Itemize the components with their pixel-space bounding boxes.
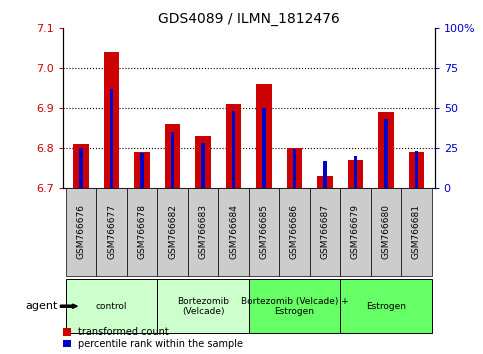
Legend: transformed count, percentile rank within the sample: transformed count, percentile rank withi…: [63, 327, 243, 349]
Bar: [354, 156, 357, 188]
Bar: [409, 152, 424, 188]
Text: agent: agent: [26, 301, 58, 311]
Text: Bortezomib
(Velcade): Bortezomib (Velcade): [177, 297, 229, 316]
Bar: [157, 279, 249, 333]
Bar: [348, 160, 363, 188]
Bar: [279, 188, 310, 276]
Text: GSM766677: GSM766677: [107, 204, 116, 259]
Bar: [317, 176, 333, 188]
Text: control: control: [96, 302, 128, 311]
Bar: [293, 149, 296, 188]
Bar: [310, 188, 340, 276]
Bar: [262, 108, 266, 188]
Bar: [196, 136, 211, 188]
Bar: [378, 112, 394, 188]
Bar: [340, 188, 370, 276]
Text: GSM766686: GSM766686: [290, 204, 299, 259]
Bar: [414, 151, 418, 188]
Bar: [165, 124, 180, 188]
Bar: [232, 111, 235, 188]
Text: GSM766676: GSM766676: [77, 204, 85, 259]
Bar: [249, 279, 340, 333]
Text: GSM766687: GSM766687: [320, 204, 329, 259]
Text: GSM766684: GSM766684: [229, 204, 238, 259]
Text: GSM766682: GSM766682: [168, 204, 177, 259]
Text: GSM766685: GSM766685: [259, 204, 269, 259]
Bar: [66, 188, 96, 276]
Bar: [79, 148, 83, 188]
Text: GSM766681: GSM766681: [412, 204, 421, 259]
Bar: [104, 52, 119, 188]
Bar: [170, 132, 174, 188]
Text: GSM766683: GSM766683: [199, 204, 208, 259]
Bar: [323, 161, 327, 188]
Text: Bortezomib (Velcade) +
Estrogen: Bortezomib (Velcade) + Estrogen: [241, 297, 348, 316]
Bar: [370, 188, 401, 276]
Bar: [110, 89, 114, 188]
Bar: [73, 144, 89, 188]
Bar: [127, 188, 157, 276]
Bar: [249, 188, 279, 276]
Bar: [140, 153, 144, 188]
Text: GSM766678: GSM766678: [138, 204, 146, 259]
Bar: [287, 148, 302, 188]
Bar: [201, 143, 205, 188]
Title: GDS4089 / ILMN_1812476: GDS4089 / ILMN_1812476: [158, 12, 340, 26]
Text: GSM766680: GSM766680: [382, 204, 390, 259]
Bar: [226, 104, 241, 188]
Bar: [384, 119, 388, 188]
Bar: [66, 279, 157, 333]
Text: GSM766679: GSM766679: [351, 204, 360, 259]
Bar: [157, 188, 188, 276]
Bar: [218, 188, 249, 276]
Bar: [401, 188, 432, 276]
Bar: [96, 188, 127, 276]
Bar: [134, 152, 150, 188]
Text: Estrogen: Estrogen: [366, 302, 406, 311]
Bar: [188, 188, 218, 276]
Bar: [340, 279, 432, 333]
Bar: [256, 84, 271, 188]
